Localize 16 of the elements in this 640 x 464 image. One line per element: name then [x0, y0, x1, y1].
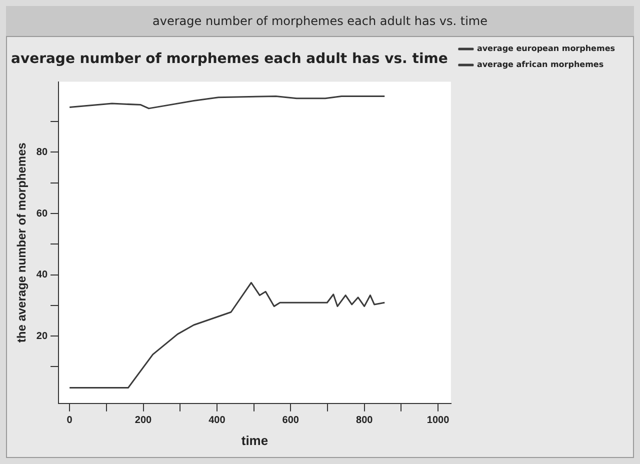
y-axis-title: the average number of morphemes: [14, 142, 29, 343]
text: average number of morphemes each adult has vs. time: [152, 14, 488, 28]
chart-title: average number of morphemes each adult has vs. time: [11, 51, 448, 68]
y-tick-label: 40: [36, 270, 48, 281]
x-tick-label: 0: [66, 415, 73, 426]
y-tick-label: 60: [36, 208, 48, 220]
x-axis-title: time: [241, 432, 268, 448]
x-tick-label: 1000: [426, 415, 450, 426]
x-tick-label: 400: [208, 415, 226, 426]
y-tick-label: 20: [36, 330, 48, 342]
y-tick-label: 80: [36, 146, 48, 158]
x-tick-label: 600: [282, 415, 300, 426]
legend-label: average african morphemes: [476, 60, 604, 70]
legend-label: average european morphemes: [476, 44, 616, 54]
x-tick-label: 800: [356, 415, 374, 426]
x-tick-label: 200: [134, 415, 152, 426]
